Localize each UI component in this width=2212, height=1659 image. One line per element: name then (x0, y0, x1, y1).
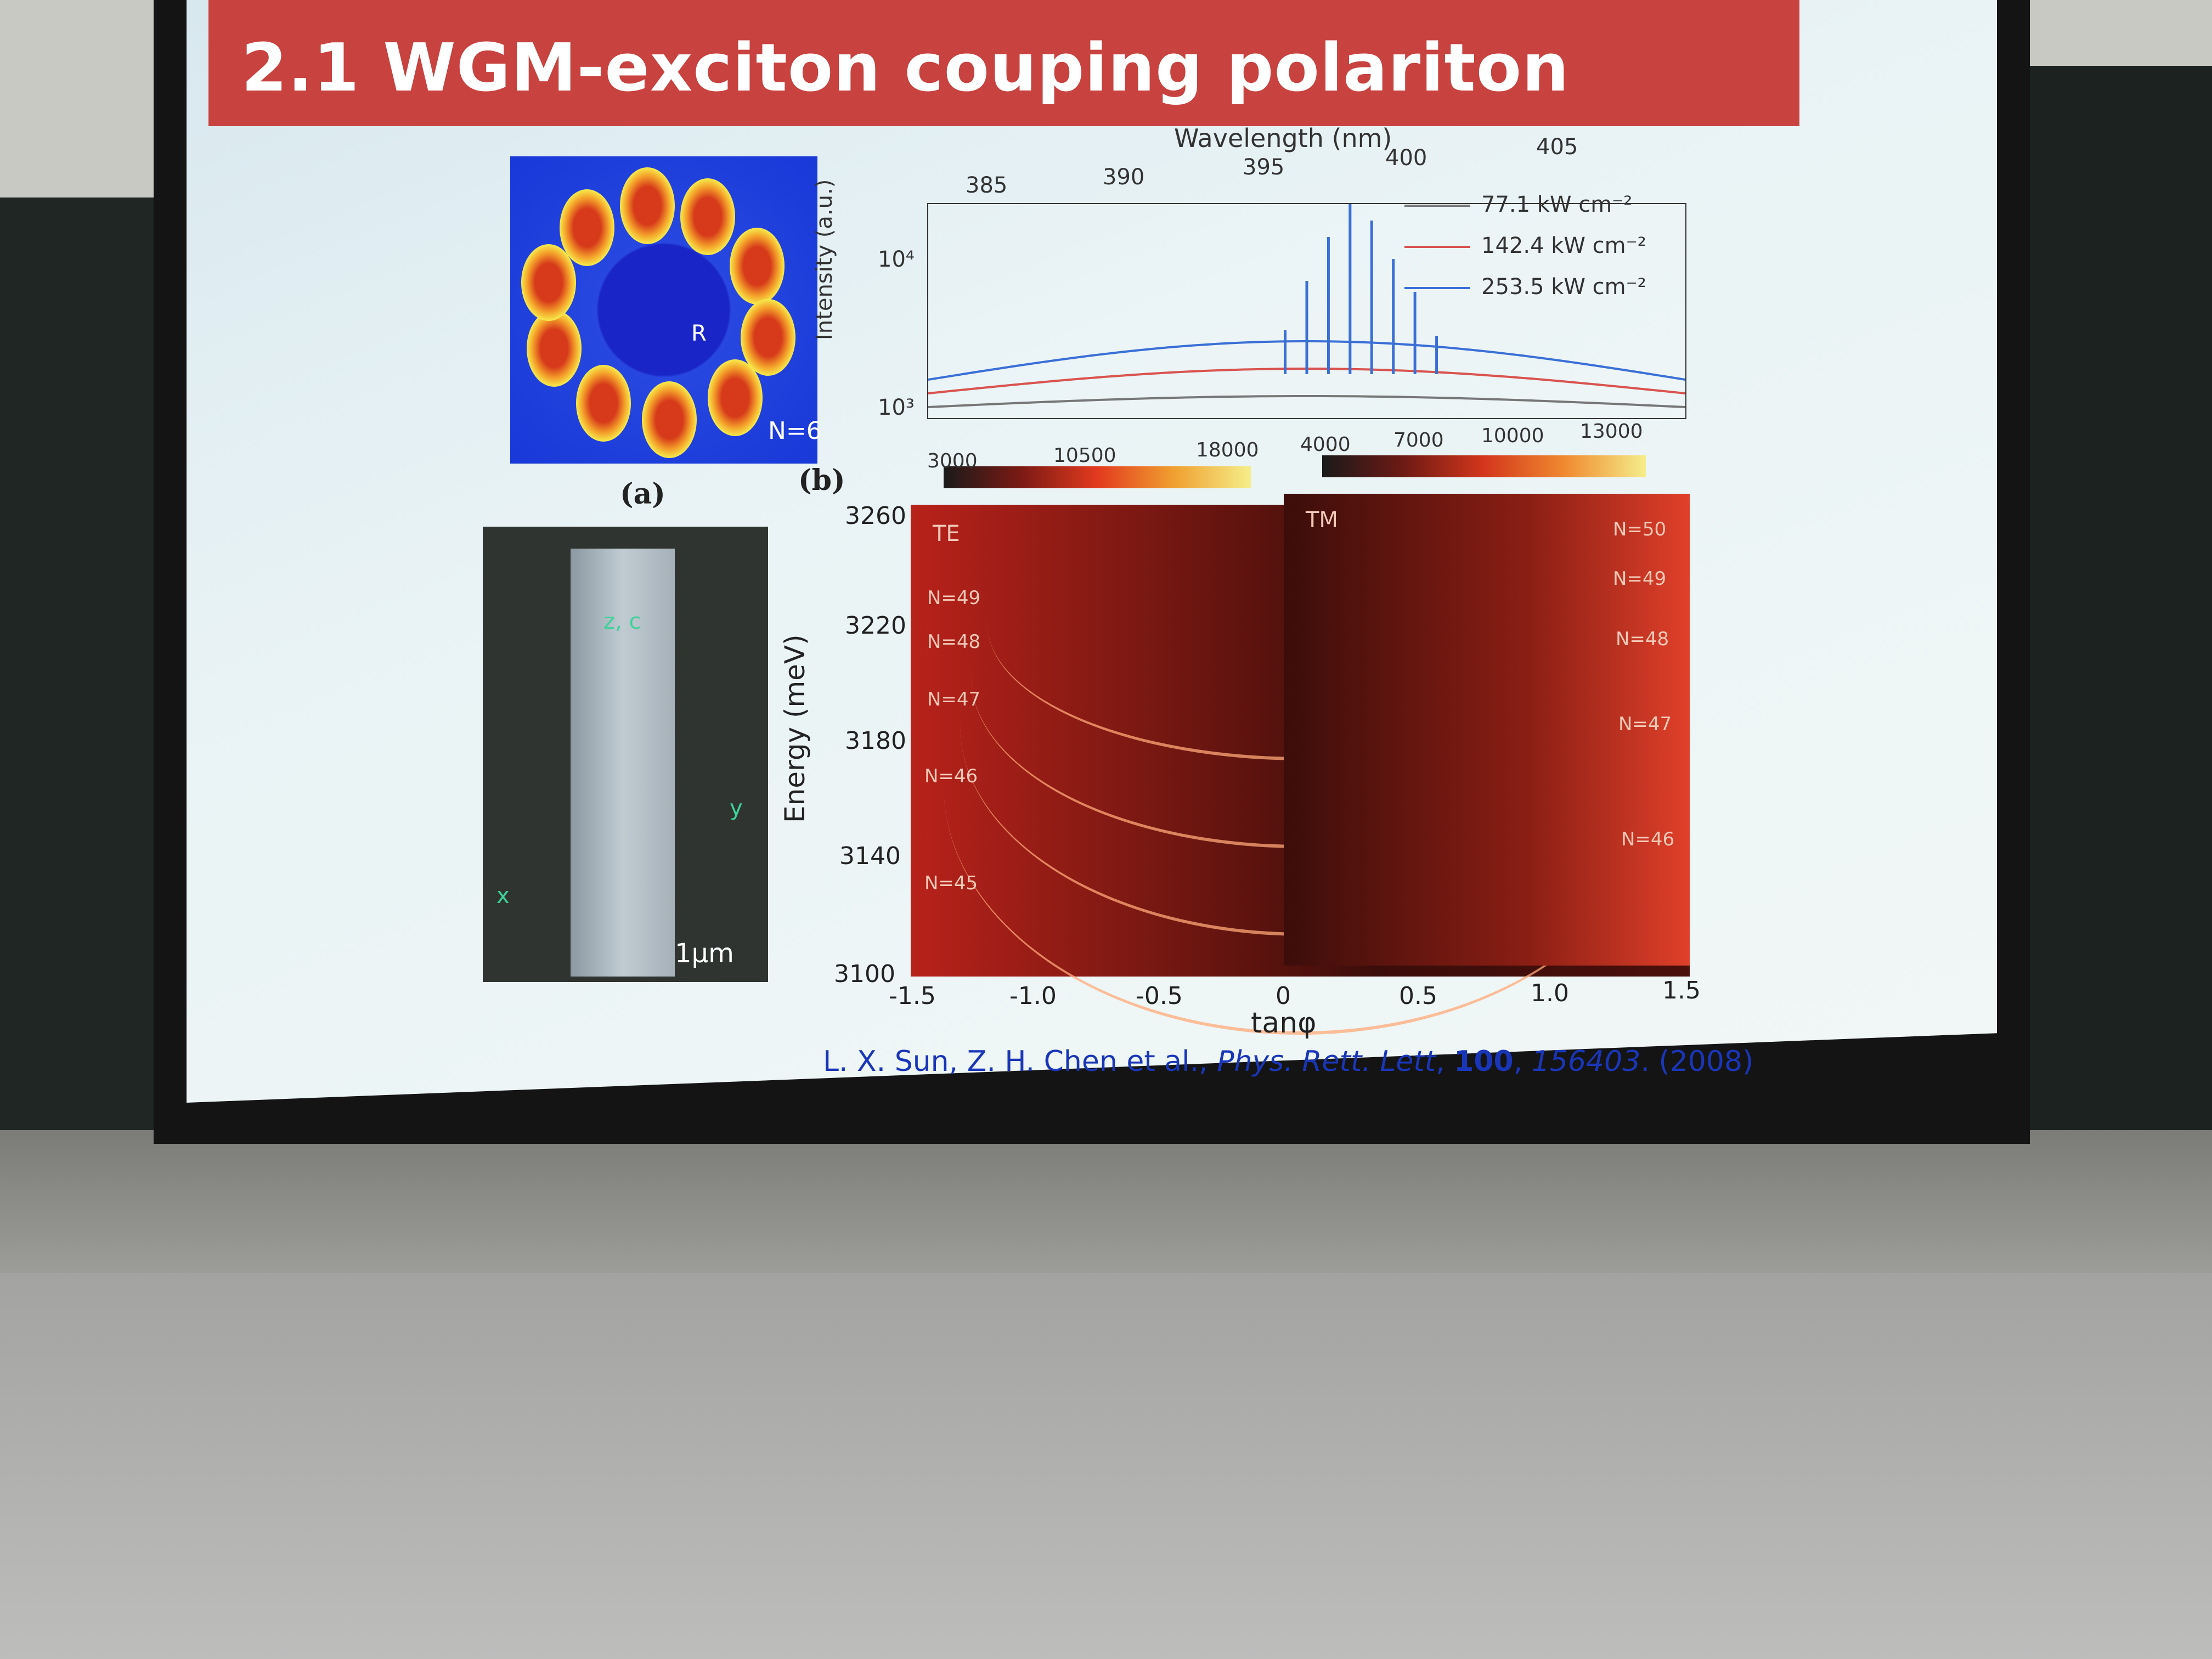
axis-x-label: x (496, 883, 510, 909)
legend-entry: 142.4 kW cm⁻² (1404, 233, 1646, 258)
tm-panel-label: TM (1306, 507, 1338, 533)
board-ledge (0, 1130, 2212, 1273)
legend-swatch (1404, 246, 1470, 248)
spectrum-series-line (928, 395, 1686, 408)
colorbar-te-tick: 18000 (1196, 439, 1259, 461)
colorbar-tm (1322, 455, 1646, 477)
heatmap-y-tick: 3220 (845, 612, 906, 640)
te-mode-label: N=49 (927, 587, 981, 609)
legend-label: 77.1 kW cm⁻² (1481, 192, 1633, 217)
field-lobe (680, 178, 735, 255)
legend-swatch (1404, 205, 1470, 207)
heatmap-y-tick: 3100 (834, 960, 895, 988)
colorbar-te-tick: 10500 (1053, 444, 1116, 467)
spectrum-x-tick: 400 (1385, 145, 1427, 171)
te-mode-label: N=48 (927, 631, 981, 653)
te-panel-label: TE (933, 521, 960, 546)
heatmap-x-tick: -0.5 (1136, 982, 1183, 1010)
mode-curve (944, 538, 1657, 1035)
legend-swatch (1404, 287, 1470, 289)
heatmap-y-axis-title: Energy (meV) (779, 634, 811, 823)
heatmap-x-tick: 0 (1276, 982, 1291, 1010)
colorbar-tm-tick: 13000 (1580, 420, 1643, 443)
tm-mode-label: N=48 (1616, 628, 1669, 650)
lower-wall (0, 1273, 2212, 1659)
field-lobe (741, 299, 795, 376)
field-lobe (576, 365, 631, 442)
heatmap-y-tick: 3140 (839, 842, 901, 870)
te-mode-label: N=45 (924, 872, 978, 894)
citation-year: . (2008) (1640, 1045, 1754, 1078)
axis-y-label: y (730, 795, 743, 821)
citation: L. X. Sun, Z. H. Chen et al., Phys. Rett… (823, 1045, 1754, 1078)
spectrum-x-tick: 385 (966, 173, 1008, 198)
spectrum-x-tick: 390 (1103, 165, 1145, 190)
scale-bar-label: 1μm (675, 938, 734, 969)
radius-label: R (691, 321, 707, 346)
heatmap-x-tick: 1.5 (1662, 977, 1701, 1005)
colorbar-tm-tick: 10000 (1481, 425, 1544, 447)
heatmap-y-tick: 3180 (845, 727, 906, 755)
tm-mode-label: N=50 (1613, 518, 1667, 540)
heatmap-x-tick: 0.5 (1399, 982, 1437, 1010)
field-lobe (642, 381, 697, 458)
title-bar (208, 0, 1799, 126)
field-lobe (708, 359, 763, 436)
tm-mode-label: N=46 (1621, 828, 1675, 850)
axis-z-label: z, c (603, 609, 641, 634)
spectrum-plot (927, 199, 1686, 419)
colorbar-tm-tick: 4000 (1300, 433, 1351, 456)
tm-mode-label: N=49 (1613, 568, 1667, 590)
blackboard-right (2030, 66, 2212, 1163)
heatmap-x-axis-title: tanφ (1251, 1007, 1317, 1040)
heatmap-y-tick: 3260 (845, 502, 906, 530)
field-lobe (527, 310, 582, 387)
spectrum-y-tick: 10³ (878, 395, 915, 420)
te-mode-label: N=47 (927, 689, 981, 710)
citation-volume: 100 (1454, 1045, 1514, 1078)
spectrum-y-axis-title: Intensity (a.u.) (812, 179, 837, 340)
field-lobe (730, 228, 785, 304)
panel-b-label: (b) (798, 464, 845, 497)
field-lobe (620, 167, 675, 244)
heatmap-x-tick: 1.0 (1531, 979, 1569, 1007)
dispersion-heatmap-tm (1284, 494, 1690, 966)
spectrum-x-tick: 405 (1536, 134, 1578, 160)
legend-entry: 77.1 kW cm⁻² (1404, 192, 1632, 217)
colorbar-tm-tick: 7000 (1393, 429, 1444, 452)
citation-pages: 156403 (1531, 1045, 1641, 1078)
wgm-field-map: R (510, 156, 817, 464)
legend-label: 253.5 kW cm⁻² (1481, 274, 1646, 300)
colorbar-te-tick: 3000 (927, 450, 978, 472)
field-lobe (560, 189, 614, 266)
spectrum-x-tick: 395 (1243, 155, 1285, 180)
tm-mode-label: N=47 (1618, 713, 1672, 735)
citation-authors: L. X. Sun, Z. H. Chen et al., (823, 1045, 1217, 1078)
figure-a-caption: (a) (620, 477, 665, 511)
colorbar-te (944, 466, 1251, 488)
te-mode-label: N=46 (924, 765, 978, 787)
legend-label: 142.4 kW cm⁻² (1481, 233, 1646, 258)
microrod-body (571, 549, 675, 977)
spectrum-x-axis-title: Wavelength (nm) (1174, 123, 1392, 153)
field-lobe (521, 244, 576, 321)
spectrum-svg (928, 199, 1686, 408)
spectrum-y-tick: 10⁴ (878, 247, 915, 272)
citation-journal: Phys. Rett. Lett (1217, 1045, 1436, 1078)
heatmap-x-tick: -1.0 (1009, 982, 1057, 1010)
slide-title: 2.1 WGM-exciton couping polariton (241, 30, 1570, 106)
mode-number-label: N=6 (768, 417, 822, 445)
legend-entry: 253.5 kW cm⁻² (1404, 274, 1646, 300)
heatmap-x-tick: -1.5 (889, 982, 936, 1010)
